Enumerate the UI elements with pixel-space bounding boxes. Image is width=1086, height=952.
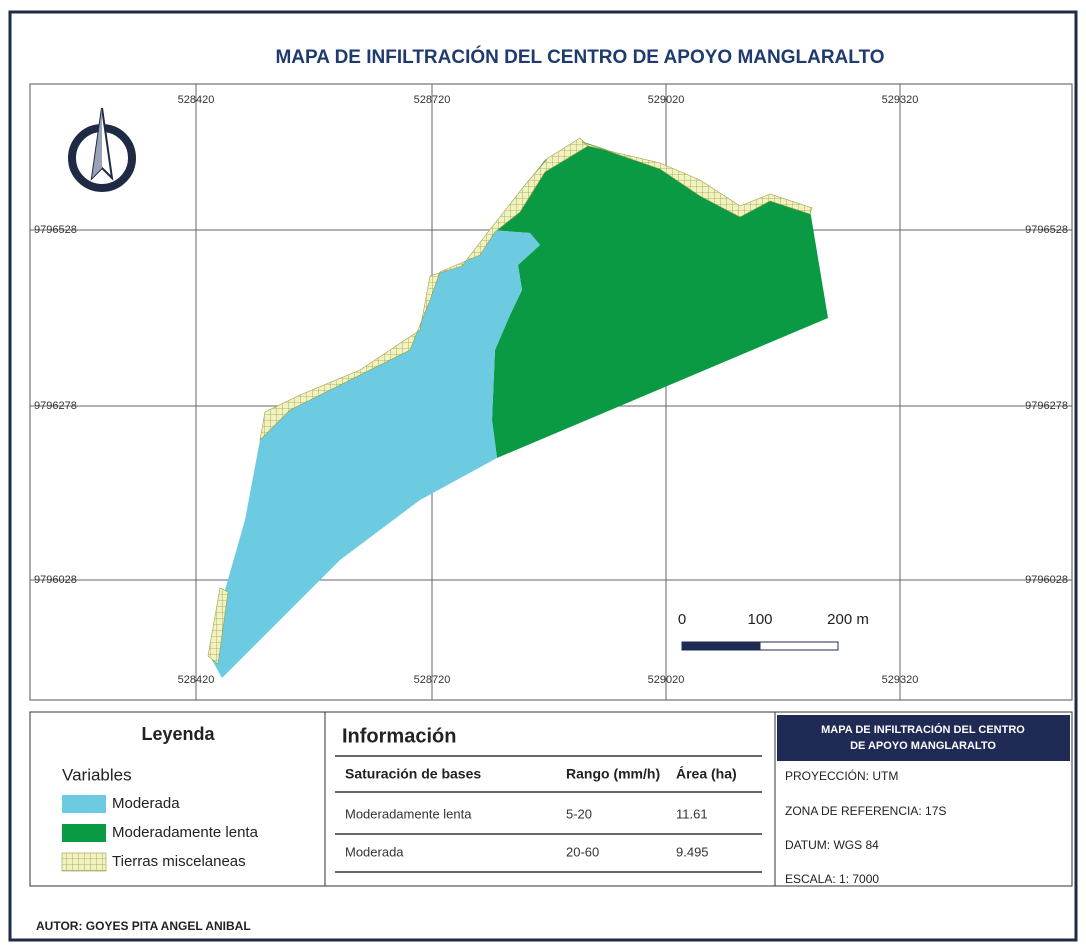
y-coord-label: 9796028 bbox=[34, 574, 77, 586]
map-title: MAPA DE INFILTRACIÓN DEL CENTRO DE APOYO… bbox=[275, 46, 884, 68]
x-coord-label: 529020 bbox=[648, 94, 685, 106]
cell: 20-60 bbox=[566, 844, 599, 859]
y-coord-label: 9796528 bbox=[34, 224, 77, 236]
legend-title: Leyenda bbox=[141, 724, 215, 744]
x-coord-label: 528720 bbox=[414, 94, 451, 106]
cell: Moderadamente lenta bbox=[345, 806, 472, 821]
cell: 5-20 bbox=[566, 806, 592, 821]
x-coord-label: 528720 bbox=[414, 674, 451, 686]
cell: 11.61 bbox=[676, 806, 708, 821]
author: AUTOR: GOYES PITA ANGEL ANIBAL bbox=[36, 919, 251, 933]
zone-tierras bbox=[207, 587, 229, 665]
scale-label: 200 m bbox=[827, 611, 869, 628]
x-coord-label: 529020 bbox=[648, 674, 685, 686]
polygons bbox=[207, 137, 828, 678]
col-header: Saturación de bases bbox=[345, 766, 481, 782]
box-header bbox=[777, 715, 1070, 761]
box-title: DE APOYO MANGLARALTO bbox=[850, 740, 996, 752]
zone-tierras bbox=[259, 137, 589, 441]
scale-label: 0 bbox=[678, 611, 686, 628]
x-coord-label: 529320 bbox=[882, 674, 919, 686]
box-line: ESCALA: 1: 7000 bbox=[785, 872, 879, 886]
x-coord-label: 528420 bbox=[178, 674, 215, 686]
box-line: PROYECCIÓN: UTM bbox=[785, 768, 898, 783]
north-arrow bbox=[68, 107, 136, 192]
cell: 9.495 bbox=[676, 844, 709, 859]
zone-tierras bbox=[581, 141, 813, 218]
box-title: MAPA DE INFILTRACIÓN DEL CENTRO bbox=[821, 723, 1025, 736]
y-coord-label: 9796278 bbox=[1025, 400, 1068, 412]
col-header: Área (ha) bbox=[676, 766, 737, 782]
x-coord-label: 529320 bbox=[882, 94, 919, 106]
zone-moderada bbox=[212, 230, 540, 678]
x-coord-label: 528420 bbox=[178, 94, 215, 106]
info-title: Información bbox=[342, 725, 456, 747]
y-coord-label: 9796278 bbox=[34, 400, 77, 412]
zone-moderadamente-lenta bbox=[490, 140, 828, 458]
legend-subtitle: Variables bbox=[62, 765, 132, 784]
box-line: DATUM: WGS 84 bbox=[785, 838, 879, 852]
legend-item: Moderada bbox=[112, 795, 180, 812]
legend-swatch bbox=[62, 824, 106, 842]
legend-item: Moderadamente lenta bbox=[112, 824, 259, 841]
cell: Moderada bbox=[345, 844, 404, 859]
legend-swatch bbox=[62, 795, 106, 813]
scale-label: 100 bbox=[747, 611, 772, 628]
legend-item: Tierras miscelaneas bbox=[112, 853, 246, 870]
y-coord-label: 9796028 bbox=[1025, 574, 1068, 586]
box-line: ZONA DE REFERENCIA: 17S bbox=[785, 804, 946, 818]
y-coord-label: 9796528 bbox=[1025, 224, 1068, 236]
col-header: Rango (mm/h) bbox=[566, 766, 660, 782]
legend-swatch bbox=[61, 852, 107, 872]
scale-bar: 0 100 200 m bbox=[678, 611, 869, 651]
